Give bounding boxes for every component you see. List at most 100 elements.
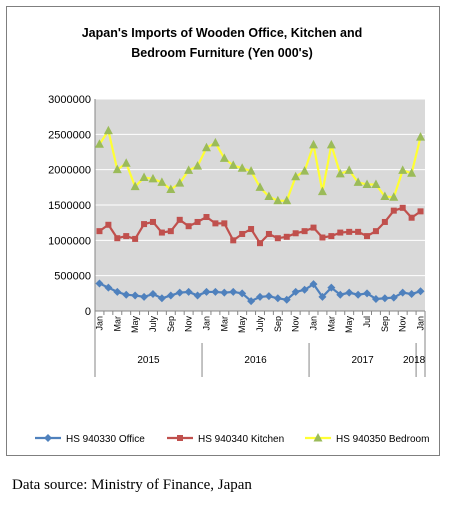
kitchen-data-point: [257, 240, 263, 247]
kitchen-data-point: [274, 235, 281, 242]
bedroom-data-point: [273, 195, 283, 205]
bedroom-data-point: [112, 164, 122, 174]
x-tick-label: Nov: [398, 316, 408, 333]
bedroom-data-point: [237, 163, 247, 172]
y-tick-label: 2500000: [48, 129, 91, 141]
bedroom-data-point: [175, 178, 185, 187]
x-tick-label: Jan: [94, 316, 104, 331]
bedroom-data-point: [157, 177, 167, 186]
bedroom-data-point: [344, 165, 354, 174]
bedroom-data-point: [219, 153, 229, 162]
x-tick-label: Nov: [184, 316, 194, 333]
x-tick-label: Sep: [273, 316, 283, 332]
bedroom-data-point: [121, 158, 131, 167]
office-data-point: [273, 294, 282, 303]
legend-label: HS 940350 Bedroom: [336, 434, 429, 445]
x-tick-label: Nov: [291, 316, 301, 333]
x-tick-label: May: [130, 316, 140, 334]
kitchen-data-point: [319, 234, 326, 241]
office-data-point: [389, 293, 398, 302]
office-data-point: [300, 285, 309, 294]
kitchen-data-point: [212, 220, 219, 227]
kitchen-data-point: [239, 230, 246, 237]
x-tick-label: Sep: [166, 316, 176, 332]
kitchen-data-point: [399, 204, 406, 211]
x-tick-label: Sep: [380, 316, 390, 332]
bedroom-data-point: [362, 179, 372, 189]
kitchen-data-point: [292, 230, 299, 237]
kitchen-data-point: [176, 216, 183, 223]
kitchen-data-point: [141, 221, 148, 228]
bedroom-data-point: [255, 182, 265, 191]
kitchen-data-point: [203, 214, 210, 221]
bedroom-data-point: [398, 165, 408, 174]
legend-label: HS 940340 Kitchen: [198, 434, 284, 445]
legend-swatch-marker: [177, 435, 183, 441]
bedroom-data-point: [309, 139, 319, 149]
office-data-point: [416, 287, 425, 296]
office-data-point: [264, 292, 273, 301]
kitchen-data-point: [185, 223, 192, 230]
x-tick-label: Jan: [416, 316, 426, 331]
bedroom-data-point: [326, 139, 336, 149]
office-data-point: [327, 283, 336, 292]
bedroom-data-point: [380, 191, 390, 201]
office-data-point: [309, 280, 318, 289]
bedroom-data-point: [139, 172, 149, 181]
kitchen-data-point: [158, 229, 165, 236]
bedroom-data-point: [228, 160, 238, 169]
kitchen-data-point: [105, 221, 112, 228]
x-tick-label: May: [344, 316, 354, 334]
office-data-point: [148, 290, 157, 299]
x-tick-label: Jan: [201, 316, 211, 331]
office-data-point: [104, 283, 113, 292]
legend-swatch-marker: [44, 434, 52, 442]
office-data-point: [371, 294, 380, 303]
bedroom-data-point: [300, 166, 310, 175]
kitchen-data-point: [194, 218, 201, 225]
office-data-point: [202, 287, 211, 296]
bedroom-data-point: [416, 132, 426, 141]
bedroom-data-point: [94, 139, 104, 148]
bedroom-data-point: [166, 184, 176, 193]
chart-title-line-1: Japan's Imports of Wooden Office, Kitche…: [81, 26, 363, 40]
bedroom-data-point: [130, 181, 140, 191]
kitchen-data-point: [310, 224, 317, 231]
x-tick-label: Jul: [362, 316, 372, 328]
kitchen-data-point: [167, 228, 174, 235]
office-data-point: [291, 287, 300, 296]
bedroom-data-point: [407, 168, 417, 177]
y-tick-label: 500000: [54, 271, 91, 283]
x-tick-label: Jan: [309, 316, 319, 331]
office-data-point: [398, 288, 407, 297]
bedroom-data-point: [246, 166, 256, 175]
office-data-point: [140, 292, 149, 301]
kitchen-data-point: [390, 207, 397, 214]
office-data-point: [220, 288, 229, 297]
kitchen-data-point: [114, 235, 121, 242]
office-data-point: [407, 290, 416, 299]
office-data-point: [282, 295, 291, 304]
kitchen-data-point: [328, 233, 335, 240]
office-data-point: [95, 279, 104, 288]
kitchen-data-point: [265, 230, 272, 237]
office-data-point: [157, 294, 166, 303]
year-label: 2018: [403, 355, 426, 366]
kitchen-data-point: [283, 233, 290, 240]
office-data-point: [184, 287, 193, 296]
office-data-point: [256, 292, 264, 301]
x-tick-label: July: [148, 316, 158, 333]
bedroom-data-point: [353, 177, 363, 186]
office-data-point: [193, 291, 202, 300]
office-data-point: [175, 288, 184, 297]
kitchen-data-point: [355, 228, 362, 235]
bedroom-data-point: [201, 142, 211, 152]
office-data-point: [336, 290, 345, 299]
x-tick-label: May: [237, 316, 247, 334]
kitchen-data-point: [417, 208, 424, 215]
y-tick-label: 2000000: [48, 165, 91, 177]
kitchen-data-point: [149, 218, 156, 225]
office-data-point: [211, 287, 220, 296]
y-tick-label: 1500000: [48, 200, 91, 212]
office-data-point: [363, 289, 372, 298]
